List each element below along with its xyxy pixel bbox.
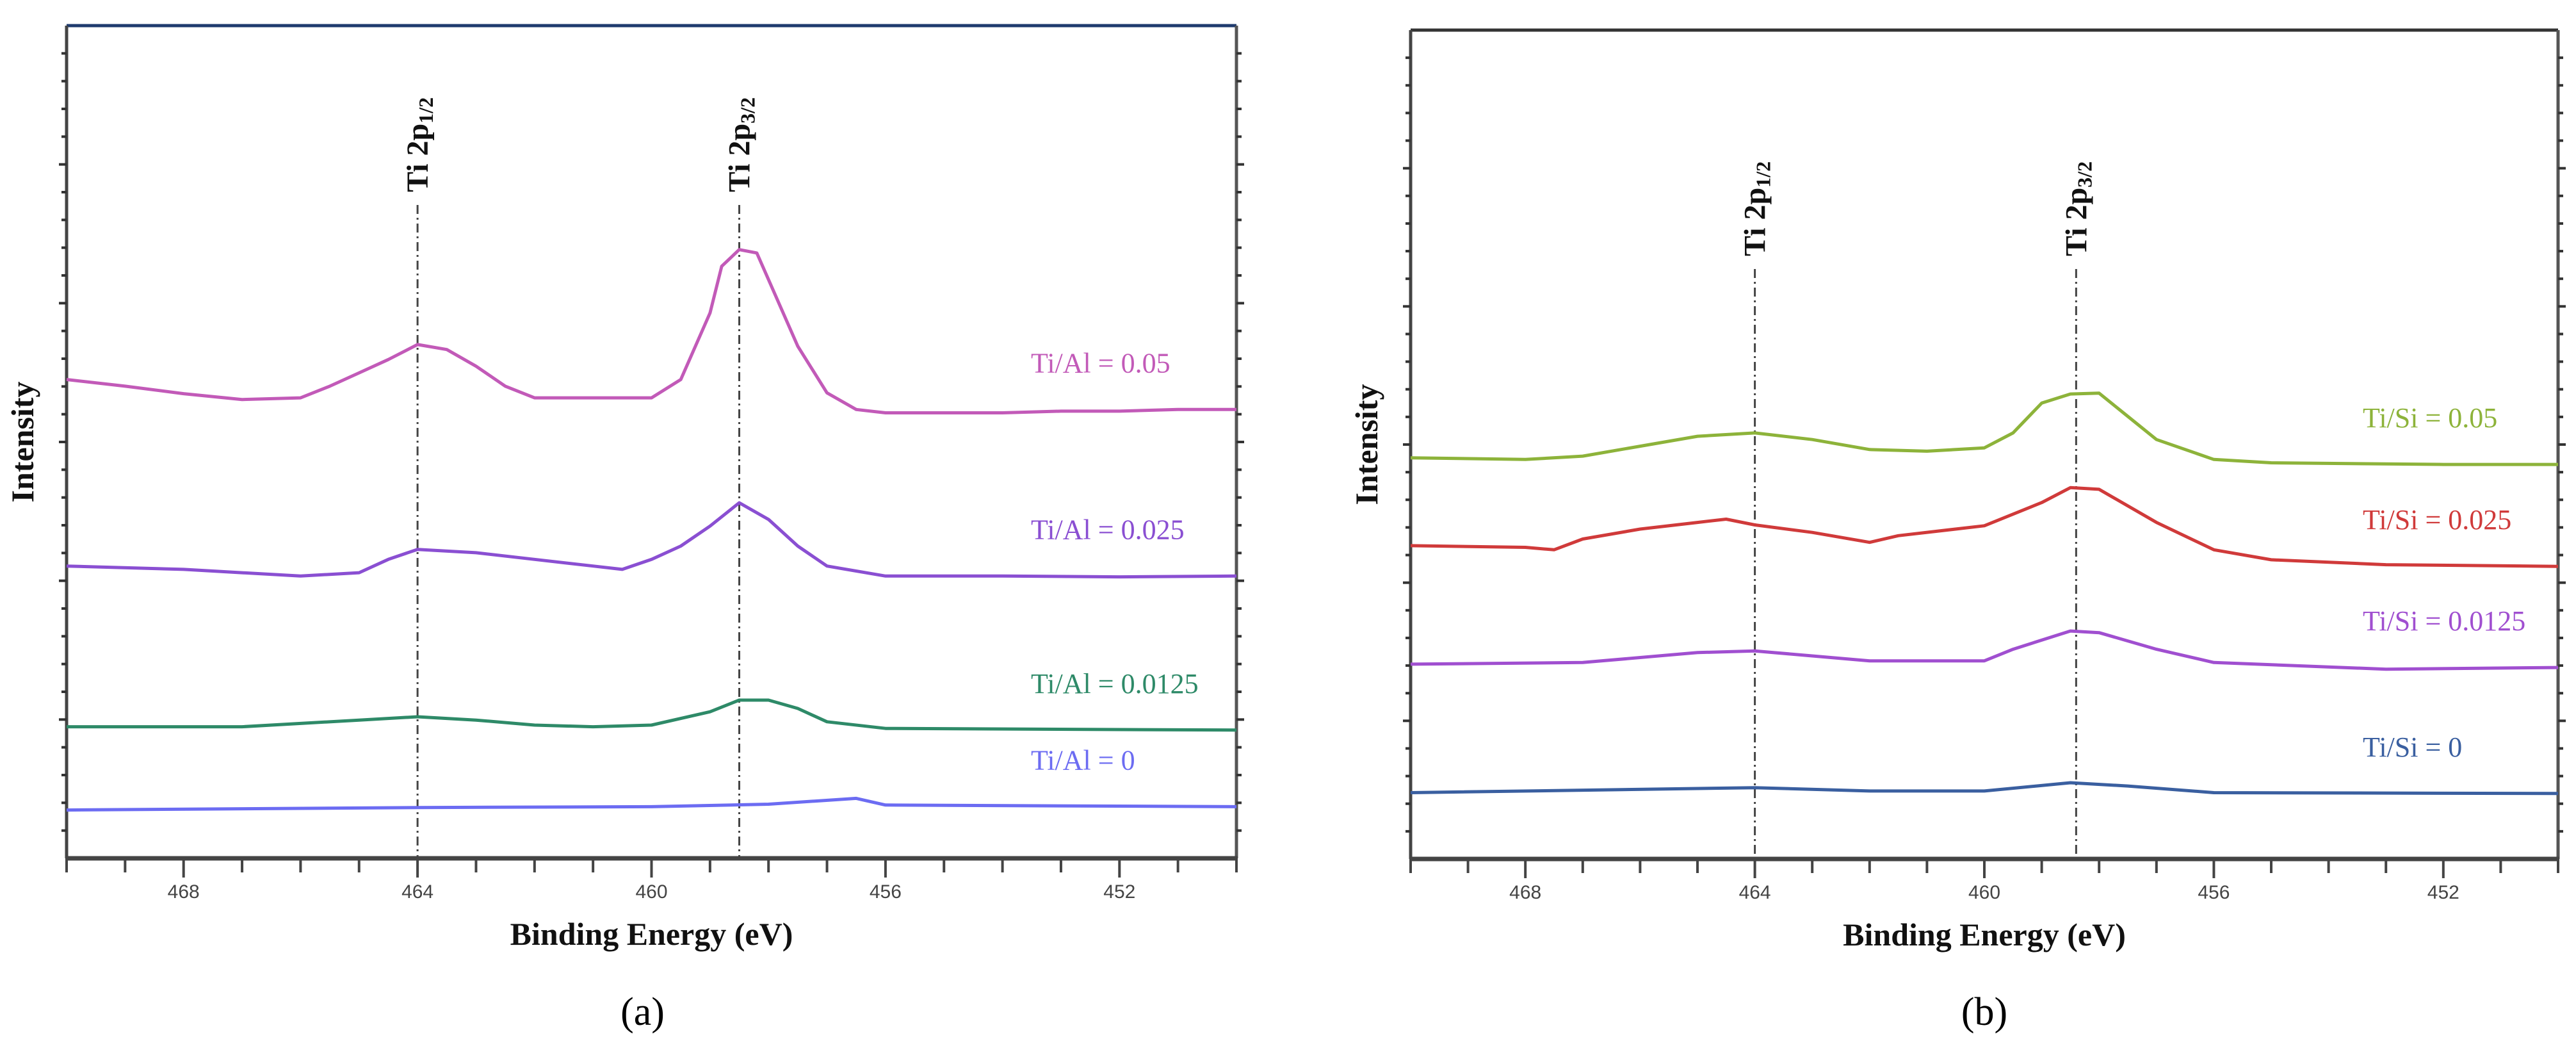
series-line <box>1410 629 2559 671</box>
series-line <box>66 501 1237 579</box>
peak-label-subscript: 3/2 <box>736 97 759 124</box>
series-label: Ti/Si = 0.0125 <box>2363 605 2525 637</box>
x-tick-label: 452 <box>1103 881 1135 903</box>
series-line <box>66 796 1237 812</box>
series-label: Ti/Si = 0 <box>2363 731 2462 763</box>
y-axis-title: Intensity <box>1349 384 1384 505</box>
panel-label: (b) <box>1961 990 2007 1034</box>
x-axis-title: Binding Energy (eV) <box>1843 917 2126 952</box>
x-tick-label: 452 <box>2427 882 2459 903</box>
series-line <box>1410 781 2559 796</box>
series-label: Ti/Si = 0.05 <box>2363 402 2497 434</box>
peak-label: Ti 2p1/2 <box>401 97 437 192</box>
series-line <box>66 248 1236 414</box>
series-line <box>1410 486 2559 568</box>
peak-label-main: Ti 2p <box>2059 188 2093 256</box>
x-tick-label: 464 <box>1739 882 1771 903</box>
x-tick-label: 456 <box>2198 882 2230 903</box>
series-label: Ti/Al = 0 <box>1031 744 1135 776</box>
series-label: Ti/Si = 0.025 <box>2363 504 2511 535</box>
peak-label: Ti 2p1/2 <box>1738 161 1775 256</box>
peak-label-main: Ti 2p <box>723 124 757 192</box>
series-label: Ti/Al = 0.0125 <box>1031 668 1199 699</box>
panel-label: (a) <box>620 990 665 1034</box>
peak-label: Ti 2p3/2 <box>723 97 759 192</box>
peak-label-main: Ti 2p <box>1738 188 1772 256</box>
peak-label-subscript: 1/2 <box>1752 161 1775 188</box>
x-tick-label: 456 <box>870 881 902 903</box>
series-line <box>1410 391 2558 466</box>
y-axis-title: Intensity <box>4 382 40 503</box>
x-tick-label: 464 <box>401 881 433 903</box>
x-tick-label: 468 <box>168 881 200 903</box>
series-line <box>67 698 1237 732</box>
series-label: Ti/Al = 0.05 <box>1031 347 1171 379</box>
x-tick-label: 468 <box>1509 882 1541 903</box>
x-axis-title: Binding Energy (eV) <box>510 916 793 952</box>
peak-label: Ti 2p3/2 <box>2059 161 2096 256</box>
series-label: Ti/Al = 0.025 <box>1031 514 1185 545</box>
peak-label-subscript: 3/2 <box>2073 161 2096 188</box>
x-tick-label: 460 <box>635 881 667 903</box>
peak-label-subscript: 1/2 <box>414 97 437 124</box>
x-tick-label: 460 <box>1968 882 2000 903</box>
peak-label-main: Ti 2p <box>401 124 435 192</box>
